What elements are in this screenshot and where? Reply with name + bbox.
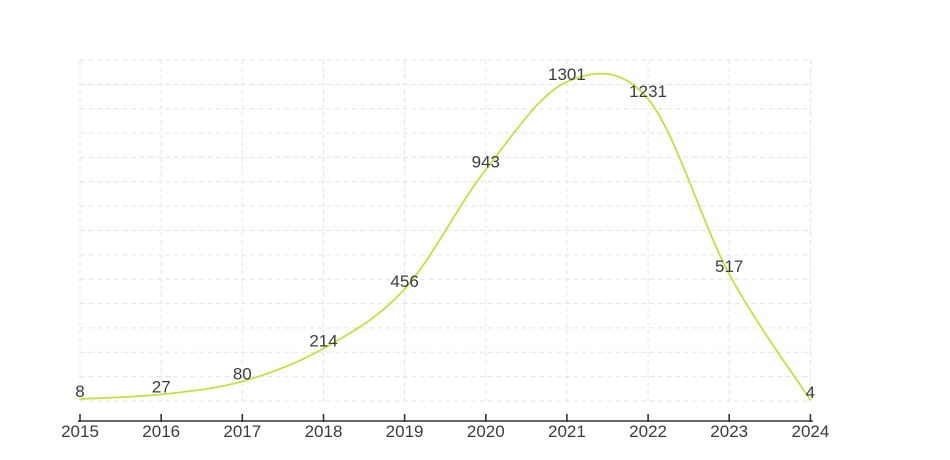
x-axis-labels: 2015 2016 2017 2018 2019 2020 2021 2022 2023 2024 [61, 422, 829, 441]
x-axis [78, 414, 813, 422]
point-labels: 8 27 80 214 456 943 1301 1231 517 4 [75, 65, 815, 402]
x-axis-label: 2016 [142, 422, 180, 441]
point-label: 214 [309, 332, 337, 351]
point-label: 1301 [548, 65, 586, 84]
x-axis-label: 2019 [386, 422, 424, 441]
point-label: 456 [390, 272, 418, 291]
x-axis-label: 2015 [61, 422, 99, 441]
point-label: 80 [233, 364, 252, 383]
point-label: 1231 [629, 82, 667, 101]
point-label: 27 [152, 377, 171, 396]
grid-lines [79, 59, 811, 402]
x-axis-label: 2024 [791, 422, 829, 441]
point-label: 8 [75, 382, 84, 401]
x-axis-label: 2020 [467, 422, 505, 441]
x-axis-label: 2021 [548, 422, 586, 441]
point-label: 943 [472, 153, 500, 172]
x-axis-label: 2018 [305, 422, 343, 441]
series-line [79, 72, 812, 401]
point-label: 517 [715, 257, 743, 276]
point-label: 4 [806, 383, 815, 402]
x-axis-label: 2023 [710, 422, 748, 441]
x-axis-label: 2017 [223, 422, 261, 441]
x-axis-label: 2022 [629, 422, 667, 441]
